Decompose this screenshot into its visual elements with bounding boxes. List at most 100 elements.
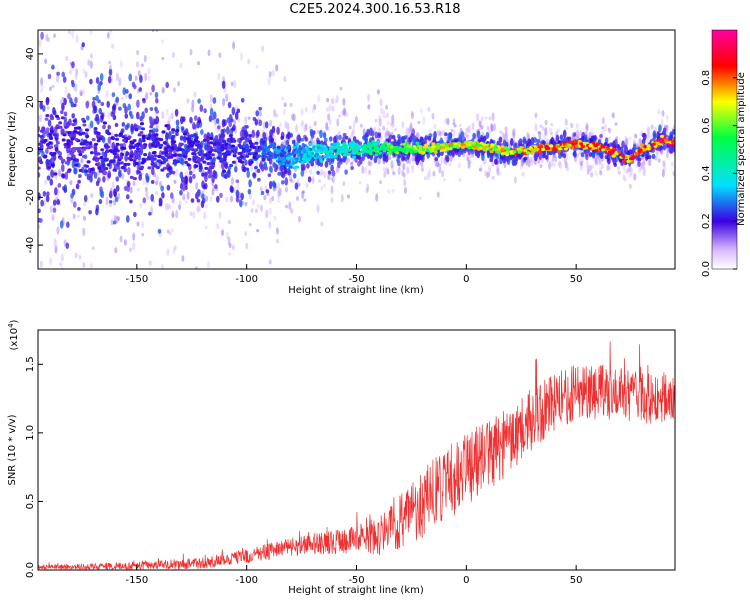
heatmap-cell (175, 210, 179, 219)
heatmap-cell (182, 196, 186, 201)
heatmap-cell (368, 169, 372, 175)
heatmap-cell (549, 144, 553, 148)
heatmap-cell (108, 199, 113, 204)
heatmap-cell (129, 158, 134, 162)
heatmap-cell (442, 130, 446, 134)
heatmap-cell (365, 150, 370, 154)
heatmap-cell (56, 226, 60, 235)
heatmap-cell (179, 142, 184, 146)
heatmap-cell (402, 142, 407, 146)
heatmap-cell (357, 152, 361, 156)
heatmap-cell (512, 150, 517, 154)
heatmap-cell (267, 173, 272, 178)
heatmap-cell (511, 158, 516, 167)
heatmap-cell (488, 116, 492, 121)
heatmap-cell (411, 164, 415, 169)
heatmap-cell (49, 257, 53, 266)
heatmap-cell (70, 101, 75, 108)
heatmap-cell (197, 61, 200, 66)
heatmap-cell (378, 118, 382, 127)
heatmap-cell (250, 208, 254, 213)
heatmap-cell (70, 193, 74, 199)
heatmap-cell (227, 219, 231, 225)
heatmap-cell (277, 197, 281, 204)
heatmap-cell (397, 166, 401, 176)
heatmap-cell (604, 155, 609, 160)
heatmap-cell (651, 142, 656, 146)
heatmap-cell (166, 164, 171, 168)
heatmap-cell (432, 170, 436, 177)
heatmap-cell (252, 117, 257, 121)
heatmap-cell (270, 137, 275, 143)
heatmap-cell (267, 77, 271, 86)
heatmap-cell (100, 102, 105, 106)
heatmap-cell (95, 76, 100, 85)
heatmap-cell (254, 208, 258, 214)
heatmap-cell (50, 5, 53, 11)
heatmap-cell (86, 160, 91, 164)
heatmap-cell (349, 142, 354, 146)
heatmap-cell (161, 263, 165, 269)
heatmap-cell (136, 60, 139, 68)
heatmap-cell (63, 97, 67, 106)
heatmap-cell (83, 215, 86, 221)
heatmap-cell (53, 33, 57, 38)
heatmap-cell (170, 112, 174, 120)
heatmap-cell (191, 141, 195, 145)
heatmap-cell (108, 270, 111, 273)
heatmap-cell (120, 166, 125, 170)
heatmap-cell (409, 150, 414, 154)
heatmap-cell (303, 198, 307, 202)
heatmap-cell (457, 162, 461, 169)
heatmap-cell (61, 163, 65, 173)
heatmap-cell (172, 159, 177, 163)
heatmap-cell (169, 155, 174, 159)
heatmap-cell (628, 173, 632, 178)
heatmap-cell (51, 214, 55, 222)
heatmap-cell (78, 152, 83, 157)
heatmap-cell (151, 279, 154, 288)
heatmap-cell (442, 177, 446, 182)
heatmap-cell (585, 122, 589, 131)
spectrogram-xtick-label: -100 (235, 274, 258, 285)
heatmap-cell (601, 148, 606, 152)
heatmap-cell (637, 157, 642, 162)
heatmap-cell (320, 147, 325, 151)
heatmap-cell (655, 154, 659, 159)
heatmap-cell (265, 149, 270, 153)
heatmap-cell (296, 134, 300, 143)
heatmap-cell (655, 141, 660, 145)
heatmap-cell (150, 193, 154, 202)
heatmap-cell (140, 63, 144, 68)
heatmap-cell (246, 169, 250, 179)
heatmap-cell (428, 129, 432, 133)
heatmap-cell (648, 159, 652, 167)
heatmap-cell (493, 145, 498, 150)
heatmap-cell (300, 107, 304, 117)
heatmap-cell (194, 155, 199, 159)
heatmap-cell (383, 171, 387, 178)
heatmap-cell (552, 147, 557, 152)
heatmap-cell (298, 215, 301, 223)
heatmap-cell (478, 120, 482, 128)
heatmap-cell (115, 176, 119, 182)
heatmap-cell (189, 147, 194, 151)
heatmap-cell (111, 92, 116, 98)
heatmap-cell (409, 122, 413, 131)
heatmap-cell (355, 147, 359, 151)
heatmap-cell (330, 196, 334, 202)
heatmap-cell (111, 43, 114, 49)
heatmap-cell (54, 187, 58, 196)
heatmap-cell (534, 112, 538, 119)
heatmap-cell (269, 119, 273, 127)
heatmap-cell (69, 180, 73, 185)
heatmap-cell (607, 157, 611, 165)
heatmap-cell (233, 298, 236, 305)
heatmap-cell (132, 181, 136, 186)
heatmap-cell (309, 168, 313, 175)
heatmap-cell (323, 147, 328, 151)
heatmap-cell (74, 73, 78, 81)
heatmap-cell (67, 131, 72, 135)
heatmap-cell (99, 186, 103, 193)
heatmap-cell (179, 171, 184, 179)
